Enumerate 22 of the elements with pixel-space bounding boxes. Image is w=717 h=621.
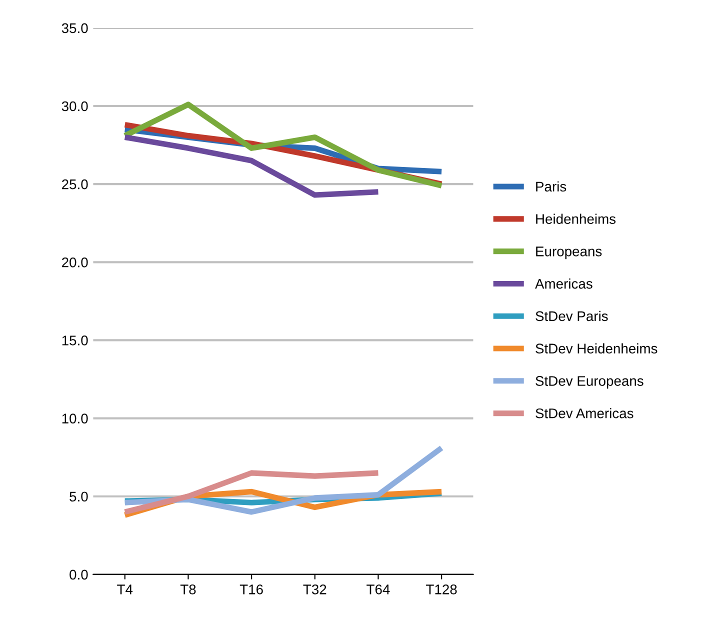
- legend-label: Europeans: [536, 246, 602, 260]
- legend-label: StDev Europeans: [536, 376, 644, 389]
- y-tick-label: 5.0: [70, 492, 88, 502]
- legend-label: Heidenheims: [536, 214, 616, 224]
- legend-label: Paris: [536, 181, 566, 192]
- x-tick-label: T8: [180, 584, 196, 594]
- y-tick-label: 15.0: [62, 336, 88, 346]
- x-tick-label: T16: [240, 584, 263, 594]
- legend-label: StDev Heidenheims: [536, 343, 658, 354]
- y-tick-label: 10.0: [62, 414, 88, 424]
- y-tick-label: 25.0: [62, 179, 88, 190]
- legend-label: StDev Americas: [536, 408, 634, 418]
- legend-label: StDev Paris: [536, 310, 608, 322]
- y-tick-label: 20.0: [62, 257, 88, 268]
- x-tick-label: T4: [117, 584, 133, 594]
- x-tick-label: T128: [426, 584, 457, 594]
- y-tick-label: 0.0: [70, 570, 88, 580]
- y-tick-label: 30.0: [62, 101, 88, 112]
- y-tick-label: 35.0: [62, 23, 88, 34]
- legend-label: Americas: [535, 278, 592, 289]
- x-tick-label: T64: [366, 584, 390, 594]
- x-tick-label: T32: [303, 584, 326, 594]
